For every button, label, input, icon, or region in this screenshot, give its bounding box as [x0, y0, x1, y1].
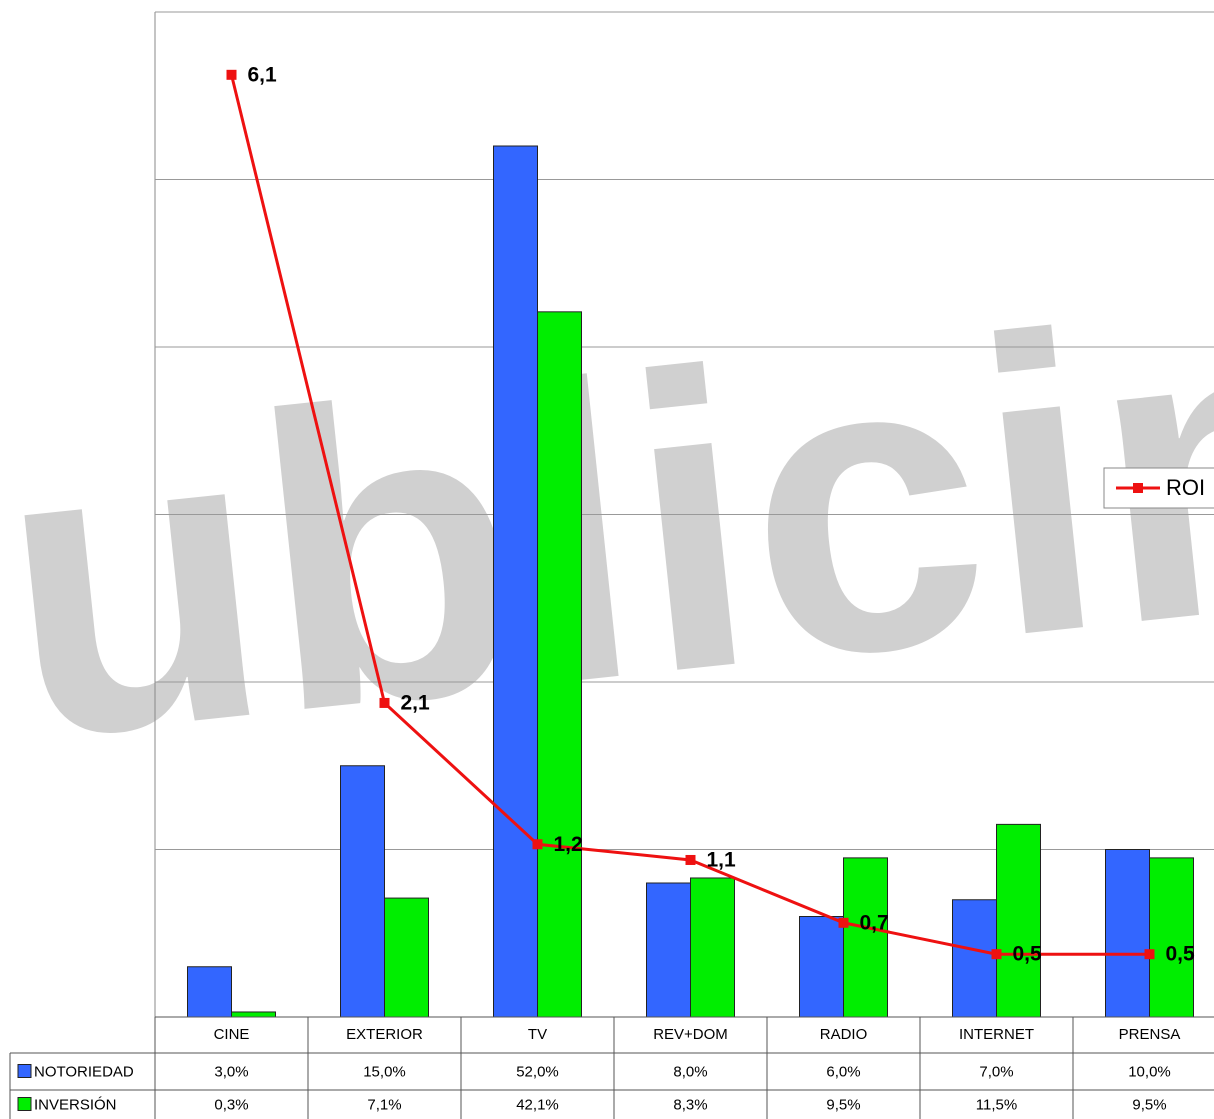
line-marker [379, 697, 390, 708]
line-marker [1144, 949, 1155, 960]
legend-marker [17, 1097, 32, 1111]
bar [952, 899, 997, 1018]
bar [996, 823, 1041, 1018]
data-label: 0,5 [1166, 943, 1196, 966]
table-value: 8,0% [673, 1063, 707, 1080]
table-value: 7,1% [367, 1096, 401, 1113]
watermark: Publicine [0, 196, 1214, 858]
table-value: 15,0% [363, 1063, 406, 1080]
x-tick-label: EXTERIOR [346, 1026, 423, 1043]
bar [1105, 849, 1150, 1018]
data-label: 6,1 [248, 63, 278, 86]
legend-marker [1133, 483, 1143, 493]
bar [231, 1011, 276, 1018]
x-tick-label: RADIO [820, 1026, 868, 1043]
data-label: 1,2 [554, 833, 583, 856]
legend-box [1103, 467, 1214, 509]
bar [340, 765, 385, 1018]
table-value: 42,1% [516, 1096, 559, 1113]
table-value: 8,3% [673, 1096, 707, 1113]
table-value: 0,3% [214, 1096, 248, 1113]
legend-label: INVERSIÓN [34, 1096, 117, 1113]
x-tick-label: CINE [214, 1026, 250, 1043]
data-label: 0,5 [1013, 943, 1043, 966]
table-value: 10,0% [1128, 1063, 1171, 1080]
bar [843, 857, 888, 1018]
data-label: 1,1 [707, 849, 737, 872]
table-value: 6,0% [826, 1063, 860, 1080]
legend-label: ROI [1166, 475, 1205, 500]
x-tick-label: REV+DOM [653, 1026, 728, 1043]
table-value: 9,5% [826, 1096, 860, 1113]
line-marker [532, 839, 543, 850]
data-label: 2,1 [401, 691, 431, 714]
table-value: 3,0% [214, 1063, 248, 1080]
data-label: 0,7 [860, 911, 889, 934]
bar [690, 877, 735, 1018]
table-value: 9,5% [1132, 1096, 1166, 1113]
bar [646, 882, 691, 1018]
bar [799, 916, 844, 1018]
x-tick-label: PRENSA [1119, 1026, 1181, 1043]
line-marker [226, 69, 237, 80]
legend-marker [17, 1064, 32, 1078]
bar [1149, 857, 1194, 1018]
line-marker [991, 949, 1002, 960]
table-value: 11,5% [976, 1096, 1017, 1113]
x-tick-label: INTERNET [959, 1026, 1034, 1043]
line-marker [838, 917, 849, 928]
bar [187, 966, 232, 1018]
bar [537, 311, 582, 1018]
table-value: 7,0% [979, 1063, 1013, 1080]
line-marker [685, 854, 696, 865]
bar [493, 145, 538, 1018]
table-value: 52,0% [516, 1063, 559, 1080]
x-tick-label: TV [528, 1026, 547, 1043]
legend-label: NOTORIEDAD [34, 1063, 134, 1080]
bar [384, 897, 429, 1018]
